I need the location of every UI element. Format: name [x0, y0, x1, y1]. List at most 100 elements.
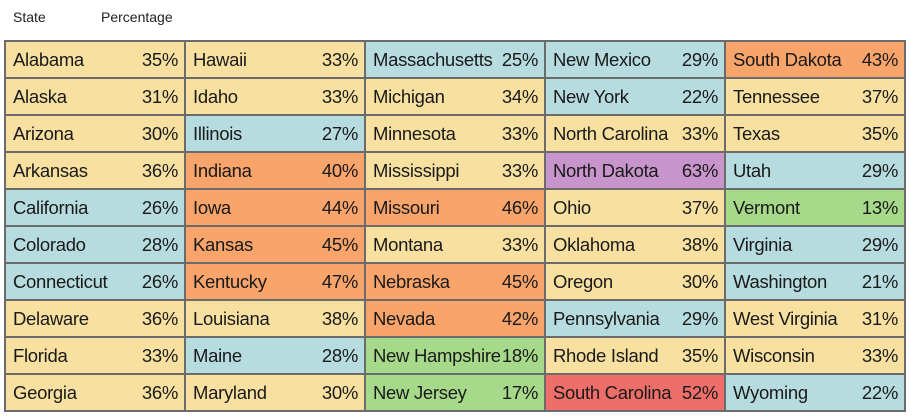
state-percentage: 21% [861, 270, 898, 292]
table-cell: Nebraska 45% [366, 264, 546, 301]
state-percentage: 33% [141, 344, 178, 366]
state-name: Mississippi [373, 159, 460, 181]
state-name: Tennessee [733, 85, 820, 107]
state-name: Kansas [193, 233, 253, 255]
state-name: Virginia [733, 233, 792, 255]
state-percentage: 38% [681, 233, 718, 255]
state-percentage: 33% [501, 159, 538, 181]
table-cell: North Carolina 33% [546, 116, 726, 153]
table-cell: New Hampshire 18% [366, 338, 546, 375]
state-percentage: 33% [861, 344, 898, 366]
table-cell: Maryland 30% [186, 375, 366, 412]
state-percentage: 36% [141, 159, 178, 181]
state-percentage: 46% [501, 196, 538, 218]
state-name: Idaho [193, 85, 238, 107]
state-name: West Virginia [733, 307, 838, 329]
table-cell: Texas 35% [726, 116, 906, 153]
state-name: Florida [13, 344, 68, 366]
table-cell: Ohio 37% [546, 190, 726, 227]
state-name: Wyoming [733, 381, 808, 403]
state-name: Ohio [553, 196, 591, 218]
state-percentage: 22% [861, 381, 898, 403]
table-cell: Washington 21% [726, 264, 906, 301]
table-cell: Louisiana 38% [186, 301, 366, 338]
table-cell: Georgia 36% [6, 375, 186, 412]
state-percentage: 34% [501, 85, 538, 107]
state-percentage: 35% [861, 122, 898, 144]
state-name: Maine [193, 344, 242, 366]
state-percentage: 43% [861, 48, 898, 70]
table-cell: South Carolina 52% [546, 375, 726, 412]
state-percentage: 25% [501, 48, 538, 70]
state-name: Massachusetts [373, 48, 493, 70]
state-name: New Jersey [373, 381, 467, 403]
table-cell: Michigan 34% [366, 79, 546, 116]
state-percentage: 30% [141, 122, 178, 144]
state-percentage: 33% [501, 233, 538, 255]
table-cell: Maine 28% [186, 338, 366, 375]
table-cell: Nevada 42% [366, 301, 546, 338]
state-percentage: 17% [501, 381, 538, 403]
state-name: California [13, 196, 89, 218]
state-name: North Dakota [553, 159, 659, 181]
table-cell: Illinois 27% [186, 116, 366, 153]
table-cell: Rhode Island 35% [546, 338, 726, 375]
state-percentage: 36% [141, 307, 178, 329]
state-percentage: 45% [321, 233, 358, 255]
state-percentage: 44% [321, 196, 358, 218]
state-name: Oklahoma [553, 233, 635, 255]
state-name: Indiana [193, 159, 252, 181]
state-percentage: 33% [681, 122, 718, 144]
state-percentage: 30% [321, 381, 358, 403]
table-cell: Arkansas 36% [6, 153, 186, 190]
state-name: Louisiana [193, 307, 270, 329]
state-name: South Carolina [553, 381, 672, 403]
state-percentage: 22% [681, 85, 718, 107]
state-name: New York [553, 85, 629, 107]
state-name: Kentucky [193, 270, 267, 292]
state-percentage: 45% [501, 270, 538, 292]
state-name: North Carolina [553, 122, 669, 144]
state-name: Rhode Island [553, 344, 659, 366]
table-cell: Vermont 13% [726, 190, 906, 227]
table-cell: South Dakota 43% [726, 42, 906, 79]
table-cell: West Virginia 31% [726, 301, 906, 338]
state-percentage: 63% [681, 159, 718, 181]
state-name: Alabama [13, 48, 84, 70]
state-percentage: 33% [321, 85, 358, 107]
table-cell: Iowa 44% [186, 190, 366, 227]
table-cell: North Dakota 63% [546, 153, 726, 190]
state-percentage: 29% [681, 307, 718, 329]
state-name: Oregon [553, 270, 613, 292]
state-name: New Mexico [553, 48, 651, 70]
state-percentage: 31% [861, 307, 898, 329]
state-percentage: 33% [321, 48, 358, 70]
state-percentage: 38% [321, 307, 358, 329]
table-cell: Delaware 36% [6, 301, 186, 338]
percentage-column-header: Percentage [101, 9, 173, 25]
table-cell: Wisconsin 33% [726, 338, 906, 375]
state-percentage: 26% [141, 196, 178, 218]
state-name: Alaska [13, 85, 67, 107]
table-cell: Oklahoma 38% [546, 227, 726, 264]
table-cell: Kentucky 47% [186, 264, 366, 301]
state-name: Nevada [373, 307, 435, 329]
state-name: Nebraska [373, 270, 450, 292]
state-name: Georgia [13, 381, 77, 403]
table-cell: Hawaii 33% [186, 42, 366, 79]
state-name: Missouri [373, 196, 440, 218]
state-name: Minnesota [373, 122, 456, 144]
state-percentage: 37% [681, 196, 718, 218]
state-percentage: 42% [501, 307, 538, 329]
state-percentage: 29% [861, 159, 898, 181]
table-cell: Tennessee 37% [726, 79, 906, 116]
state-percentage-table: Alabama 35% Alaska 31% Arizona 30% Arkansas 36%… [4, 40, 906, 412]
table-cell: Connecticut 26% [6, 264, 186, 301]
state-percentage: 28% [321, 344, 358, 366]
state-name: Maryland [193, 381, 267, 403]
state-name: Michigan [373, 85, 445, 107]
table-cell: New York 22% [546, 79, 726, 116]
table-cell: New Jersey 17% [366, 375, 546, 412]
state-name: Illinois [193, 122, 243, 144]
state-percentage: 29% [861, 233, 898, 255]
